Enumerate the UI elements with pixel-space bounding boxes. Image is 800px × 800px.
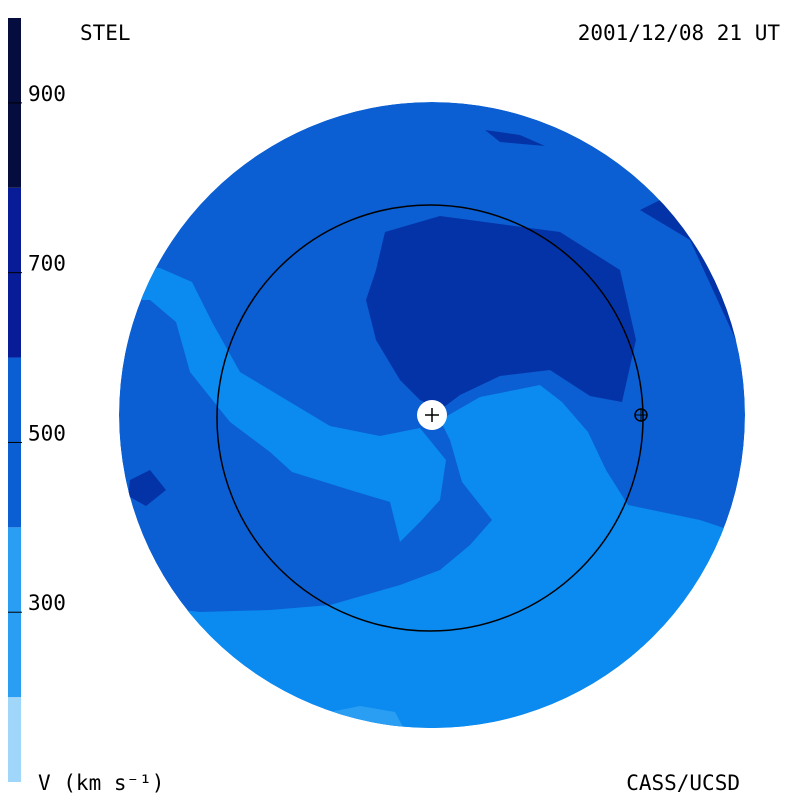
colorbar-tick-label: 300 (28, 591, 66, 615)
sun-marker (425, 408, 439, 422)
source-label: STEL (80, 21, 131, 45)
timestamp: 2001/12/08 21 UT (578, 21, 781, 45)
fast-patch (485, 130, 545, 146)
earth-marker (635, 409, 647, 421)
fast-region (366, 216, 636, 410)
credit: CASS/UCSD (626, 771, 740, 795)
colorbar-tick-label: 900 (28, 82, 66, 106)
fast-patch (128, 470, 166, 506)
colorbar: 300 500 700 900 (8, 18, 66, 782)
velocity-map (119, 102, 745, 728)
colorbar-band (8, 697, 21, 782)
slow-arm (119, 262, 446, 542)
colorbar-tick-label: 700 (28, 252, 66, 276)
colorbar-label: V (km s⁻¹) (38, 771, 164, 795)
earth-orbit (216, 204, 644, 632)
colorbar-tick-label: 500 (28, 421, 66, 445)
